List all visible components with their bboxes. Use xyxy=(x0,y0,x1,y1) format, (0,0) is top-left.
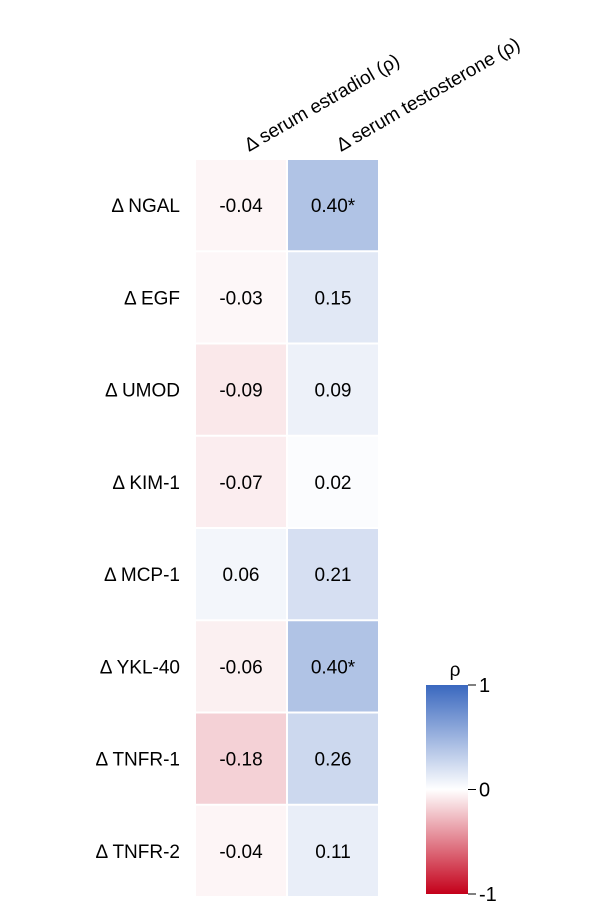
cell-value-label: -0.07 xyxy=(219,473,262,494)
column-labels: Δ serum estradiol (ρ)Δ serum testosteron… xyxy=(241,34,524,156)
colorbar-tick-label: -1 xyxy=(479,884,497,904)
row-label: Δ UMOD xyxy=(105,381,180,402)
row-label: Δ TNFR-2 xyxy=(96,842,180,863)
row-label: Δ MCP-1 xyxy=(104,565,180,586)
row-labels: Δ NGAL Δ EGF Δ UMOD Δ KIM-1 Δ MCP-1 Δ YKL-40 Δ… xyxy=(96,196,180,863)
heatmap-cell xyxy=(288,713,378,804)
colorbar-title: ρ xyxy=(450,660,461,681)
heatmap-cell xyxy=(196,713,286,804)
cell-value-label: 0.40* xyxy=(311,657,356,678)
cell-value-label: 0.02 xyxy=(315,473,352,494)
heatmap-cell xyxy=(196,344,286,435)
cell-value-label: -0.04 xyxy=(219,196,263,217)
cell-value-label: 0.26 xyxy=(315,750,352,771)
colorbar-gradient xyxy=(426,685,468,894)
row-label: Δ YKL-40 xyxy=(100,657,180,678)
column-label: Δ serum estradiol (ρ) xyxy=(241,50,404,156)
row-label: Δ TNFR-1 xyxy=(96,750,180,771)
cell-value-label: 0.40* xyxy=(311,196,356,217)
heatmap-cell-labels: -0.04 0.40* -0.03 0.15 -0.09 0.09 -0.07 0.02 0.0… xyxy=(219,196,355,863)
heatmap-cell xyxy=(288,252,378,343)
heatmap-cell xyxy=(288,436,378,527)
heatmap-cell xyxy=(196,805,286,896)
cell-value-label: -0.03 xyxy=(219,288,262,309)
heatmap-cells xyxy=(196,160,378,896)
row-label: Δ NGAL xyxy=(111,196,180,217)
heatmap-cell xyxy=(288,529,378,620)
cell-value-label: -0.09 xyxy=(219,381,262,402)
heatmap-cell xyxy=(288,805,378,896)
colorbar: ρ 1 0 -1 xyxy=(426,660,497,904)
colorbar-tick-label: 0 xyxy=(479,780,490,802)
row-label: Δ EGF xyxy=(124,288,180,309)
row-label: Δ KIM-1 xyxy=(112,473,180,494)
heatmap-cell xyxy=(288,344,378,435)
heatmap-cell xyxy=(196,621,286,712)
cell-value-label: 0.09 xyxy=(315,381,352,402)
cell-value-label: 0.06 xyxy=(223,565,260,586)
heatmap-cell xyxy=(288,621,378,712)
cell-value-label: 0.11 xyxy=(315,842,351,863)
cell-value-label: -0.06 xyxy=(219,657,262,678)
cell-value-label: 0.21 xyxy=(315,565,352,586)
cell-value-label: -0.18 xyxy=(219,750,262,771)
colorbar-ticks: 1 0 -1 xyxy=(468,675,497,904)
heatmap-cell xyxy=(196,529,286,620)
cell-value-label: -0.04 xyxy=(219,842,263,863)
heatmap-cell xyxy=(196,436,286,527)
column-label: Δ serum testosterone (ρ) xyxy=(333,34,524,156)
heatmap-cell xyxy=(196,160,286,251)
colorbar-tick-label: 1 xyxy=(479,675,490,697)
heatmap-cell xyxy=(196,252,286,343)
cell-value-label: 0.15 xyxy=(315,288,352,309)
heatmap-cell xyxy=(288,160,378,251)
